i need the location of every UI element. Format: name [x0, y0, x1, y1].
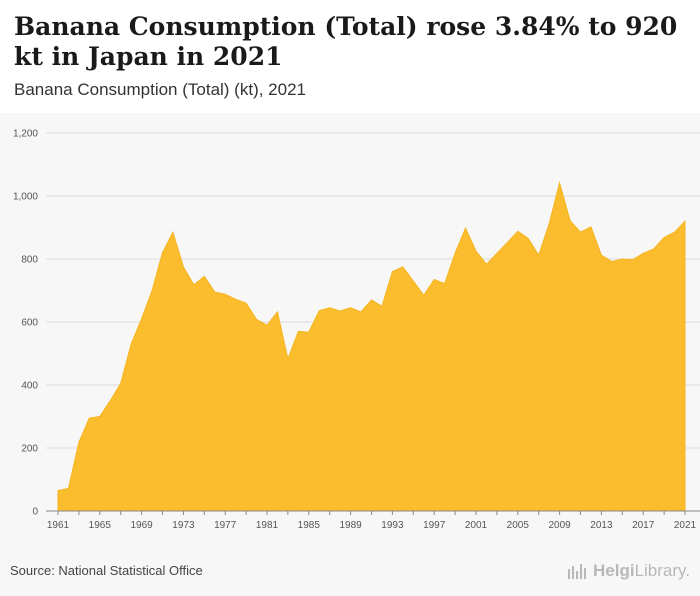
x-tick-label: 2009 — [548, 520, 571, 531]
y-tick-label: 400 — [21, 381, 38, 392]
y-tick-label: 0 — [32, 507, 38, 518]
x-tick-label: 1969 — [130, 520, 153, 531]
y-axis: 0 200 400 600 800 1,000 1,200 — [13, 129, 38, 518]
x-tick-label: 1985 — [298, 520, 321, 531]
y-tick-label: 800 — [21, 255, 38, 266]
x-tick-label: 2017 — [632, 520, 655, 531]
source-note: Source: National Statistical Office — [10, 563, 203, 578]
area-chart: 0 200 400 600 800 1,000 1,200 1961 1965 1969 1973… — [13, 129, 700, 531]
area-series — [57, 180, 686, 512]
y-tick-label: 1,000 — [13, 192, 38, 203]
x-tick-label: 1961 — [47, 520, 70, 531]
x-tick-label: 1989 — [339, 520, 362, 531]
brand-logo[interactable]: HelgiLibrary. — [567, 561, 690, 581]
x-tick-label: 1981 — [256, 520, 279, 531]
x-axis: 1961 1965 1969 1973 1977 1981 1985 1989 1993 1997… — [47, 511, 697, 531]
brand-name-light: Library. — [634, 561, 690, 580]
page-title: Banana Consumption (Total) rose 3.84% to… — [14, 12, 678, 71]
header: Banana Consumption (Total) rose 3.84% to… — [0, 0, 700, 113]
x-tick-label: 1977 — [214, 520, 237, 531]
x-tick-label: 1973 — [172, 520, 195, 531]
library-icon — [568, 564, 586, 579]
brand-name-bold: Helgi — [593, 561, 635, 580]
x-tick-label: 2001 — [465, 520, 488, 531]
x-tick-label: 1965 — [89, 520, 112, 531]
x-tick-label: 2013 — [590, 520, 613, 531]
chart-subtitle: Banana Consumption (Total) (kt), 2021 — [14, 80, 306, 99]
x-tick-label: 2021 — [674, 520, 697, 531]
x-tick-label: 1997 — [423, 520, 446, 531]
y-tick-label: 200 — [21, 444, 38, 455]
y-tick-label: 600 — [21, 318, 38, 329]
x-tick-label: 2005 — [507, 520, 530, 531]
x-tick-label: 1993 — [381, 520, 404, 531]
y-tick-label: 1,200 — [13, 129, 38, 140]
